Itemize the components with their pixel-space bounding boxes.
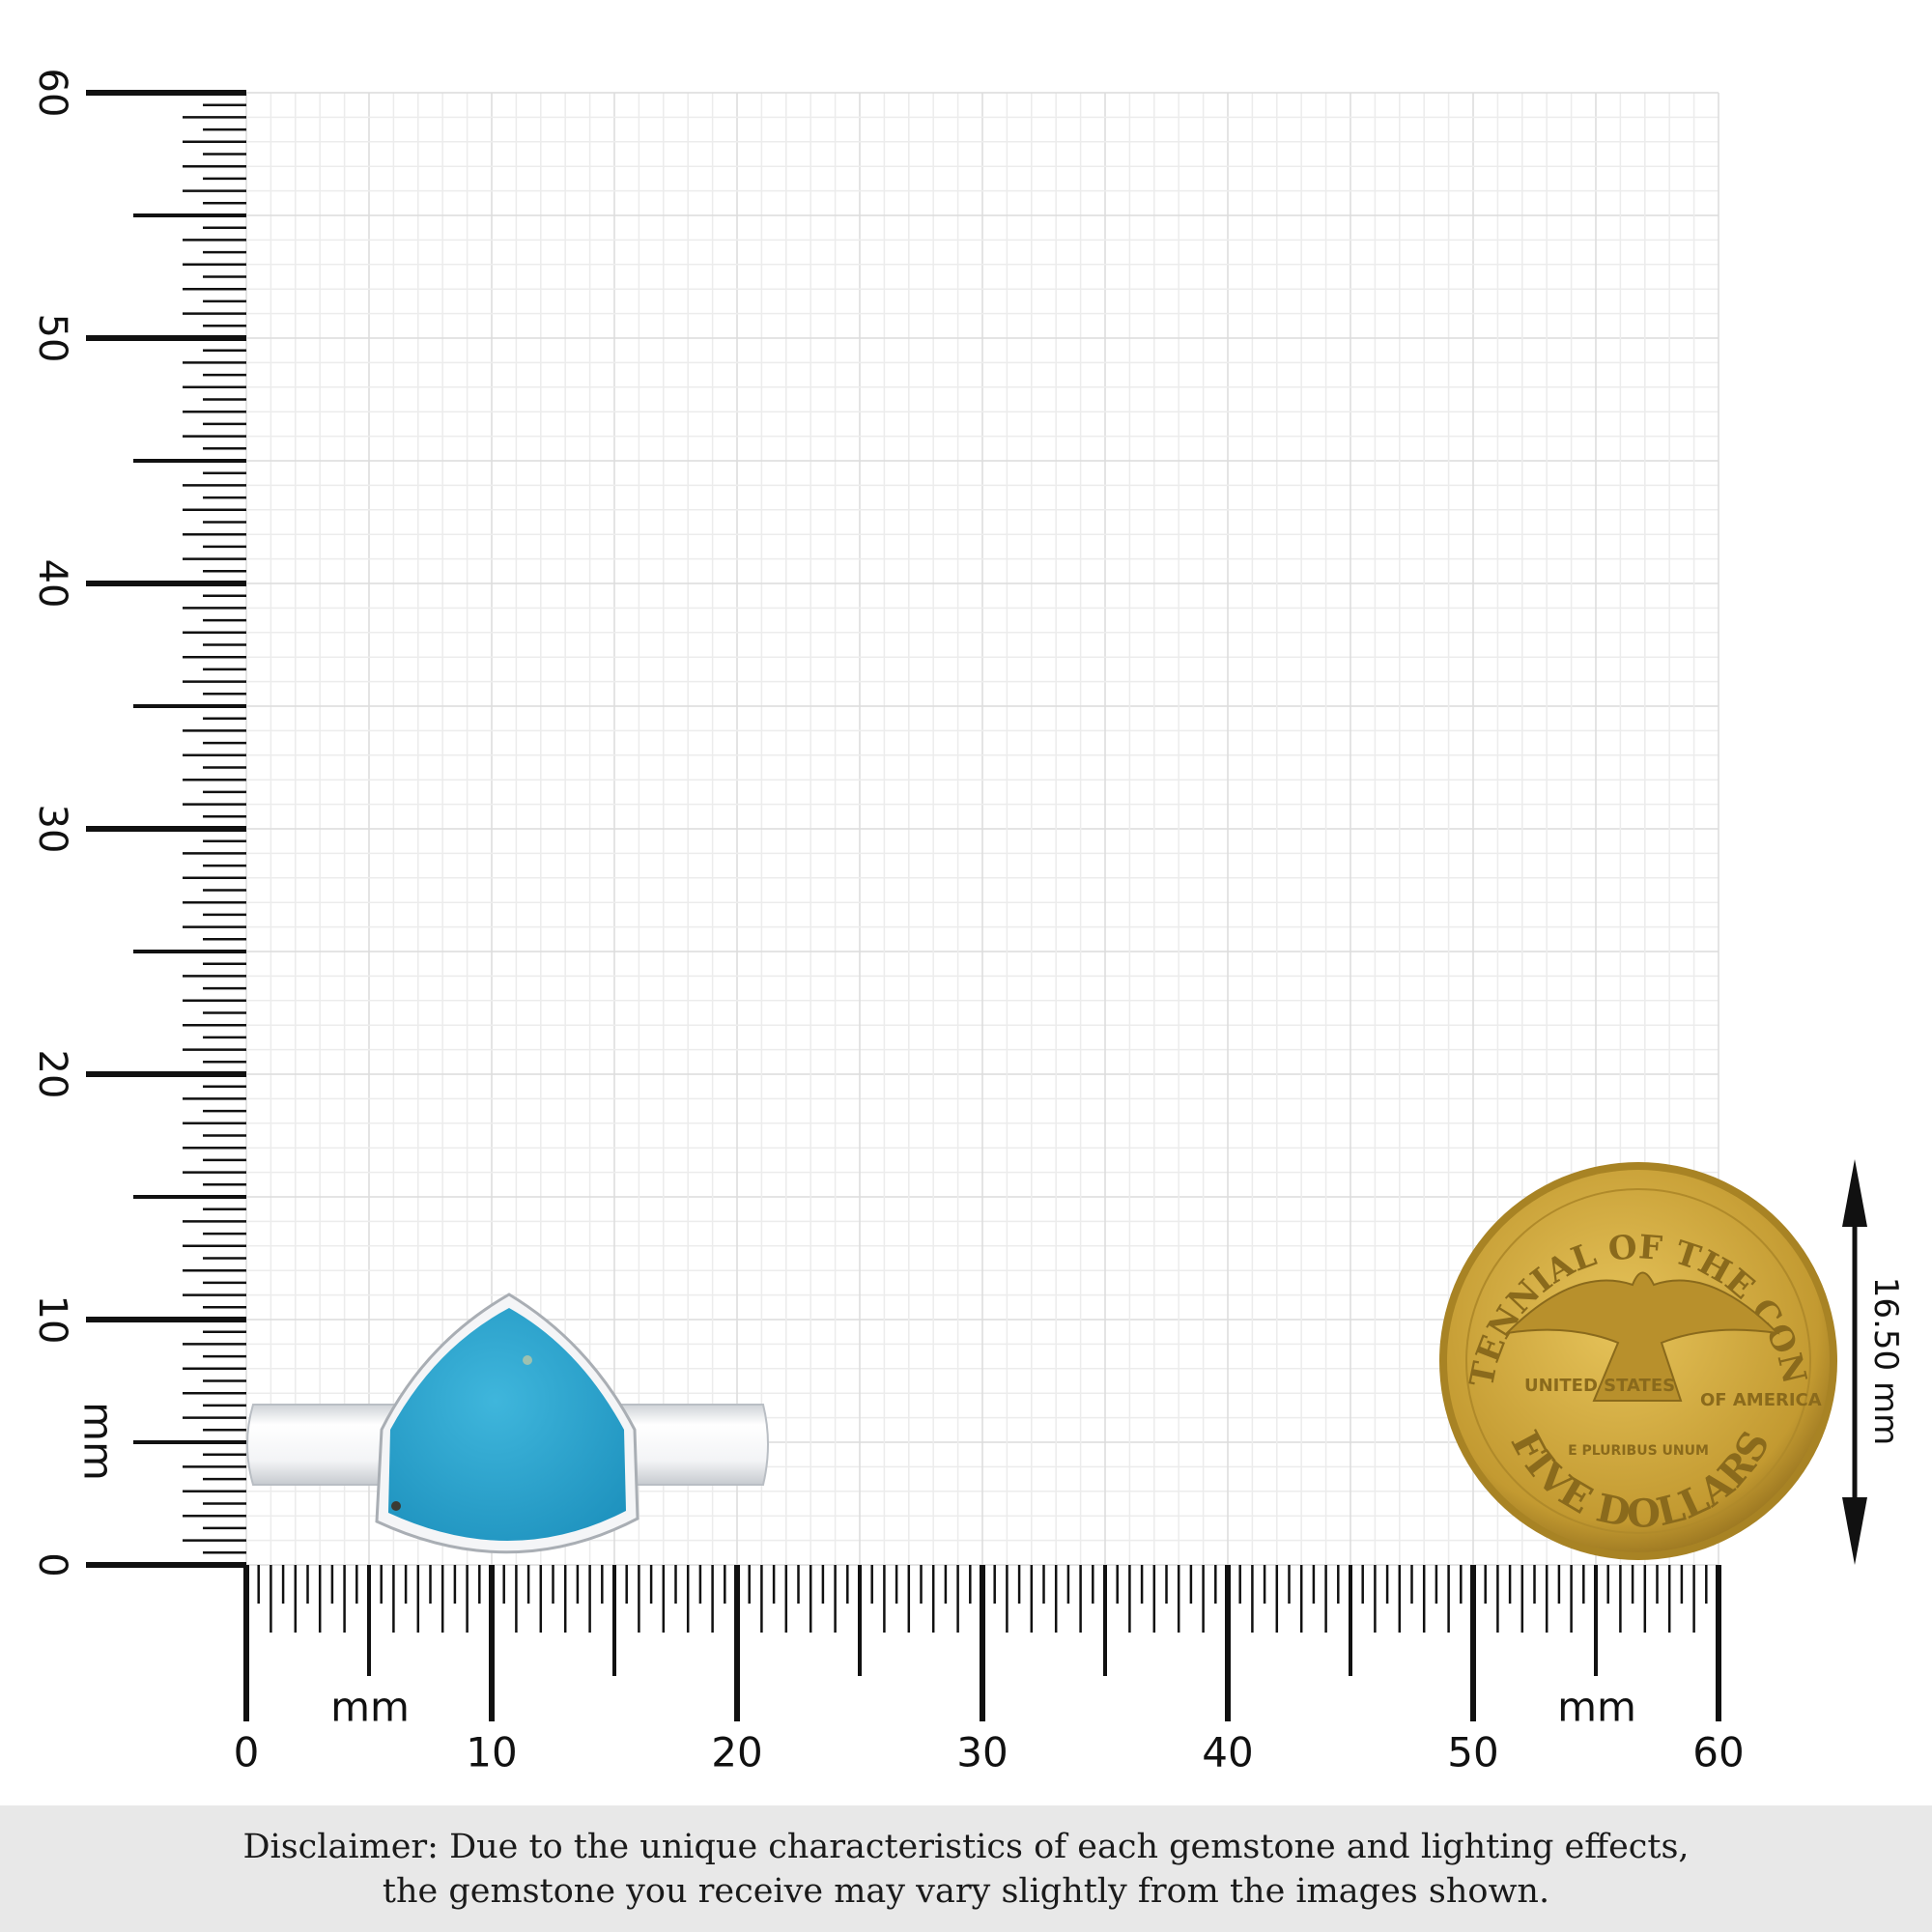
vertical-ruler-label: 20 [30,1049,74,1099]
turquoise-stone [388,1308,626,1542]
disclaimer-banner: Disclaimer: Due to the unique characteri… [0,1805,1932,1932]
horizontal-ruler-label: 10 [466,1728,518,1776]
svg-text:BICENTENNIAL OF THE CONGRESS: BICENTENNIAL OF THE CONGRESS [0,0,1814,1390]
disclaimer-line-1: Disclaimer: Due to the unique characteri… [242,1827,1690,1866]
coin-right-text: OF AMERICA [1700,1390,1822,1410]
coin-dimension-label: 16.50 mm [1866,1276,1905,1446]
horizontal-ruler-label: 50 [1447,1728,1499,1776]
vertical-ruler-label: 10 [30,1294,74,1345]
horizontal-ruler [243,1565,1721,1721]
horizontal-ruler-label: 0 [233,1728,260,1776]
eagle-icon [1504,1271,1780,1402]
horizontal-ruler-label: 30 [956,1728,1009,1776]
ring-image [246,1293,769,1554]
horizontal-unit-label: mm [1557,1683,1636,1731]
vertical-ruler [86,90,246,1568]
coin-motto: E PLURIBUS UNUM [1568,1443,1709,1459]
vertical-unit-label: mm [74,1402,123,1481]
vertical-ruler-label: 60 [30,68,74,118]
vertical-ruler-label: 0 [30,1552,74,1577]
coin-left-text: UNITED STATES [1524,1376,1675,1396]
horizontal-unit-label: mm [330,1683,410,1731]
coin-top-text: BICENTENNIAL OF THE CONGRESS [0,0,1814,1390]
vertical-ruler-label: 30 [30,804,74,854]
vertical-ruler-label: 50 [30,313,74,363]
dimension-arrow [1842,1159,1867,1565]
horizontal-ruler-label: 20 [711,1728,763,1776]
horizontal-ruler-label: 60 [1692,1728,1745,1776]
vertical-ruler-label: 40 [30,558,74,609]
horizontal-ruler-label: 40 [1202,1728,1254,1776]
disclaimer-line-2: the gemstone you receive may vary slight… [382,1871,1550,1911]
